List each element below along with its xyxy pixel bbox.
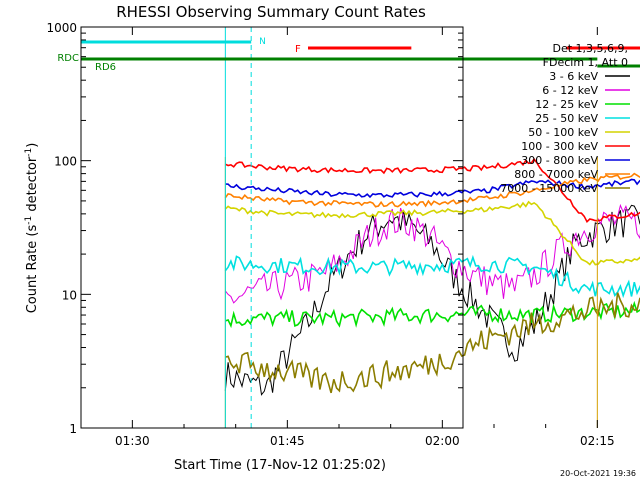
y-axis-label-end: ) bbox=[25, 143, 40, 148]
y-axis-label-sup2: -1 bbox=[24, 148, 34, 157]
legend-label-3: 25 - 50 keV bbox=[535, 112, 598, 125]
x-tick-label-1: 01:45 bbox=[270, 434, 305, 448]
night-label: N bbox=[259, 37, 266, 47]
y-tick-label-2: 100 bbox=[54, 155, 77, 169]
y-tick-label-0: 1 bbox=[69, 422, 77, 436]
y-tick-label-1: 10 bbox=[62, 288, 77, 302]
legend-label-2: 12 - 25 keV bbox=[535, 98, 598, 111]
rdc-label: RDC bbox=[57, 53, 79, 64]
legend-label-5: 100 - 300 keV bbox=[521, 140, 598, 153]
legend: Det 1,3,5,6,9, FDecim 1, Att 0 3 - 6 keV… bbox=[500, 42, 630, 195]
chart-title: RHESSI Observing Summary Count Rates bbox=[116, 3, 426, 21]
series-line-6 bbox=[225, 178, 640, 199]
legend-label-7: 800 - 7000 keV bbox=[514, 168, 598, 181]
series-line-8 bbox=[225, 292, 640, 394]
legend-label-4: 50 - 100 keV bbox=[528, 126, 598, 139]
chart-marks bbox=[224, 157, 640, 396]
y-axis-label: Count Rate (s-1 detector-1) bbox=[24, 143, 40, 314]
axis-ticks: 01:3001:4502:0002:1502:3002:4503:0011010… bbox=[46, 21, 615, 448]
legend-label-1: 6 - 12 keV bbox=[542, 84, 598, 97]
x-tick-label-2: 02:00 bbox=[425, 434, 460, 448]
timestamp: 20-Oct-2021 19:36 bbox=[560, 469, 636, 478]
x-axis-label: Start Time (17-Nov-12 01:25:02) bbox=[174, 458, 386, 473]
y-tick-label-3: 1000 bbox=[46, 21, 77, 35]
plot-frame bbox=[80, 26, 464, 429]
series-line-7 bbox=[224, 172, 640, 208]
rd6-label: RD6 bbox=[95, 62, 116, 73]
legend-header-line2: FDecim 1, Att 0 bbox=[543, 56, 628, 69]
series-line-5 bbox=[224, 157, 640, 224]
x-tick-label-3: 02:15 bbox=[580, 434, 615, 448]
y-axis-label-main: Count Rate (s bbox=[25, 225, 40, 314]
series-line-3 bbox=[224, 254, 640, 299]
chart-overlays: N F RDC RD6 bbox=[57, 27, 640, 428]
legend-label-8: 7000 - 15000 keV bbox=[500, 182, 598, 195]
series-line-4 bbox=[224, 200, 640, 266]
y-axis-label-sup1: -1 bbox=[24, 216, 34, 225]
flare-label: F bbox=[295, 44, 301, 55]
legend-label-6: 300 - 800 keV bbox=[521, 154, 598, 167]
legend-header-line1: Det 1,3,5,6,9, bbox=[552, 42, 628, 55]
series-line-2 bbox=[225, 300, 640, 329]
series-line-1 bbox=[224, 203, 640, 304]
y-axis-label-mid: detector bbox=[25, 156, 40, 216]
legend-label-0: 3 - 6 keV bbox=[549, 70, 598, 83]
x-tick-label-0: 01:30 bbox=[115, 434, 150, 448]
